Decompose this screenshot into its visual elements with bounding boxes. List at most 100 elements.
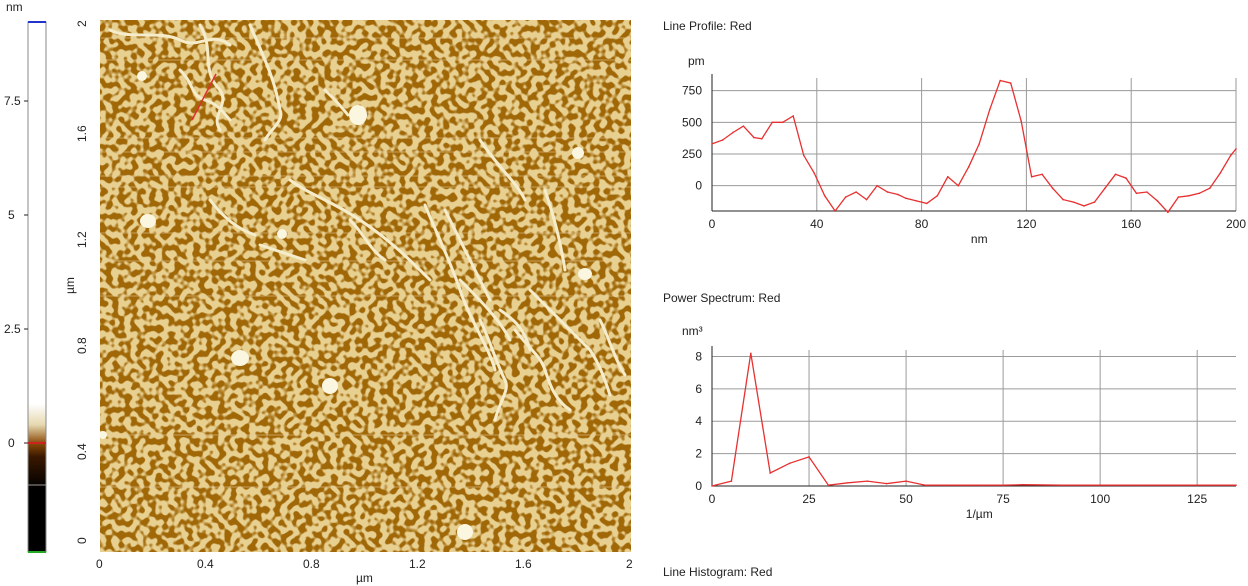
data-point <box>1235 148 1237 150</box>
data-point <box>1229 154 1232 157</box>
data-point <box>915 200 918 202</box>
data-point <box>982 484 985 486</box>
line-histogram-title: Line Histogram: Red <box>663 565 773 579</box>
y-tick-label: 4 <box>695 414 702 428</box>
data-point <box>753 136 755 139</box>
data-point <box>876 184 878 187</box>
colorbar-fill <box>27 21 47 553</box>
colorbar-tick-label: 7.5 <box>4 94 21 108</box>
y-tick-label: 0.8 <box>75 337 89 354</box>
data-point <box>808 456 810 458</box>
afm-dna-strands <box>108 23 627 422</box>
afm-bright-particles <box>100 71 592 540</box>
x-axis-label: 1/µm <box>966 507 993 520</box>
series-line <box>711 79 1237 214</box>
colorbar: nm 7.5 5 2.5 0 <box>0 0 60 560</box>
colorbar-gradient <box>24 21 47 553</box>
afm-scan-lines <box>100 37 631 488</box>
y-tick-label: 0 <box>695 179 702 193</box>
data-point <box>1093 201 1096 203</box>
y-tick-label: 6 <box>695 382 702 396</box>
data-point <box>1209 187 1211 189</box>
y-tick-label: 2 <box>75 20 89 27</box>
data-point <box>1009 82 1012 84</box>
afm-speckle-texture <box>100 20 631 552</box>
x-tick-label: 100 <box>1090 492 1110 506</box>
y-tick-label: 8 <box>695 349 702 363</box>
data-point <box>1051 187 1054 189</box>
data-point <box>1219 172 1222 174</box>
x-tick-label: 1.6 <box>515 557 532 571</box>
y-tick-label: 750 <box>682 84 702 98</box>
x-tick-label: 2 <box>626 557 633 571</box>
data-point <box>1135 192 1138 195</box>
data-point <box>823 195 826 197</box>
data-point <box>732 131 734 134</box>
y-tick-label: 0 <box>695 479 702 493</box>
data-point <box>730 480 733 482</box>
data-point <box>999 79 1001 82</box>
afm-image[interactable] <box>100 20 631 552</box>
data-point <box>944 484 946 486</box>
data-point <box>1020 120 1022 122</box>
colorbar-unit-label: nm <box>6 0 23 14</box>
data-point <box>792 115 795 117</box>
y-tick-label: 500 <box>682 115 702 129</box>
series-line <box>711 353 1236 487</box>
power-spectrum-title: Power Spectrum: Red <box>663 291 781 305</box>
colorbar-tick-label: 0 <box>8 436 15 450</box>
data-point <box>742 125 745 127</box>
data-point <box>1072 201 1075 203</box>
data-point <box>855 191 857 193</box>
x-tick-label: 125 <box>1187 492 1207 506</box>
x-tick-label: 40 <box>810 217 824 231</box>
x-tick-label: 0.4 <box>197 557 214 571</box>
data-point <box>1060 484 1063 486</box>
data-point <box>711 485 713 487</box>
data-point <box>1177 196 1180 198</box>
colorbar-tick-label: 2.5 <box>4 322 21 336</box>
data-point <box>924 484 927 486</box>
data-point <box>1083 205 1085 207</box>
data-point <box>988 108 991 111</box>
x-tick-label: 25 <box>802 492 816 506</box>
x-tick-label: 0.8 <box>303 557 320 571</box>
data-point <box>865 198 868 201</box>
data-point <box>936 195 939 197</box>
data-point <box>813 172 815 174</box>
data-point <box>802 154 805 157</box>
y-tick-label: 0.4 <box>75 443 89 460</box>
data-point <box>834 210 836 212</box>
data-point <box>963 484 966 486</box>
data-point <box>827 484 830 486</box>
y-tick-label: 2 <box>695 447 702 461</box>
data-point <box>769 472 772 474</box>
data-point <box>1125 177 1127 179</box>
data-point <box>1188 195 1190 197</box>
data-point <box>897 193 899 196</box>
x-tick-label: 0 <box>709 492 716 506</box>
data-point <box>1156 200 1159 202</box>
x-tick-label: 120 <box>1016 217 1036 231</box>
data-point <box>1104 187 1106 189</box>
data-point <box>926 202 928 205</box>
y-tick-label: 1.6 <box>75 125 89 142</box>
x-tick-label: 160 <box>1121 217 1141 231</box>
data-point <box>1062 198 1064 201</box>
y-axis-label: nm³ <box>682 324 703 338</box>
line-profile-title: Line Profile: Red <box>663 19 752 33</box>
data-point <box>1176 484 1179 486</box>
line-profile-chart[interactable]: 0 40 80 120 160 200 750 500 250 0 pm nm <box>660 50 1248 250</box>
afm-image-panel: 0 0.4 0.8 1.2 1.6 2 µm 0 0.4 0.8 1.2 1.6… <box>60 0 660 586</box>
x-tick-label: 50 <box>899 492 913 506</box>
data-point <box>1041 173 1043 176</box>
y-tick-label: 1.2 <box>75 231 89 248</box>
data-point <box>781 121 784 124</box>
x-tick-label: 200 <box>1226 217 1246 231</box>
data-point <box>1167 211 1169 214</box>
data-point <box>788 462 791 465</box>
data-point <box>885 482 888 485</box>
data-point <box>1235 484 1237 486</box>
data-point <box>771 121 774 124</box>
power-spectrum-chart[interactable]: 0 25 50 75 100 125 8 6 4 2 0 nm³ 1/µm <box>660 320 1248 520</box>
